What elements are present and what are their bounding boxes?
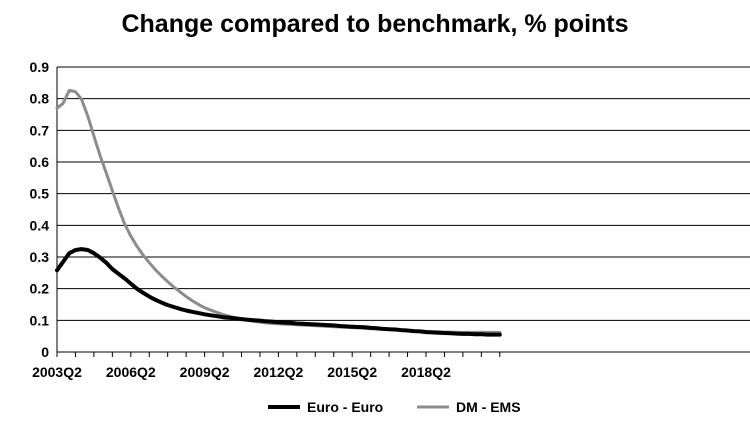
x-tick-label: 2009Q2 (180, 364, 230, 380)
series-line-dm-ems (55, 88, 502, 334)
y-tick-label: 0.4 (30, 217, 50, 233)
y-tick-label: 0 (41, 344, 49, 360)
y-tick-label: 0.6 (30, 154, 50, 170)
x-tick-label: 2003Q2 (32, 364, 82, 380)
y-tick-label: 0.9 (30, 59, 50, 75)
y-tick-label: 0.5 (30, 186, 50, 202)
chart-title: Change compared to benchmark, % points (121, 10, 629, 38)
x-tick-label: 2015Q2 (327, 364, 377, 380)
y-tick-label: 0.3 (30, 249, 50, 265)
legend-euro-euro-label: Euro - Euro (307, 399, 383, 415)
x-tick-label: 2018Q2 (401, 364, 451, 380)
series-line-euro-euro (55, 247, 502, 337)
y-tick-label: 0.2 (30, 281, 50, 297)
x-tick-label: 2006Q2 (106, 364, 156, 380)
y-tick-label: 0.1 (30, 312, 50, 328)
legend-dm-ems-label: DM - EMS (456, 399, 521, 415)
x-tick-label: 2012Q2 (253, 364, 303, 380)
y-tick-label: 0.7 (30, 122, 50, 138)
y-tick-label: 0.8 (30, 91, 50, 107)
